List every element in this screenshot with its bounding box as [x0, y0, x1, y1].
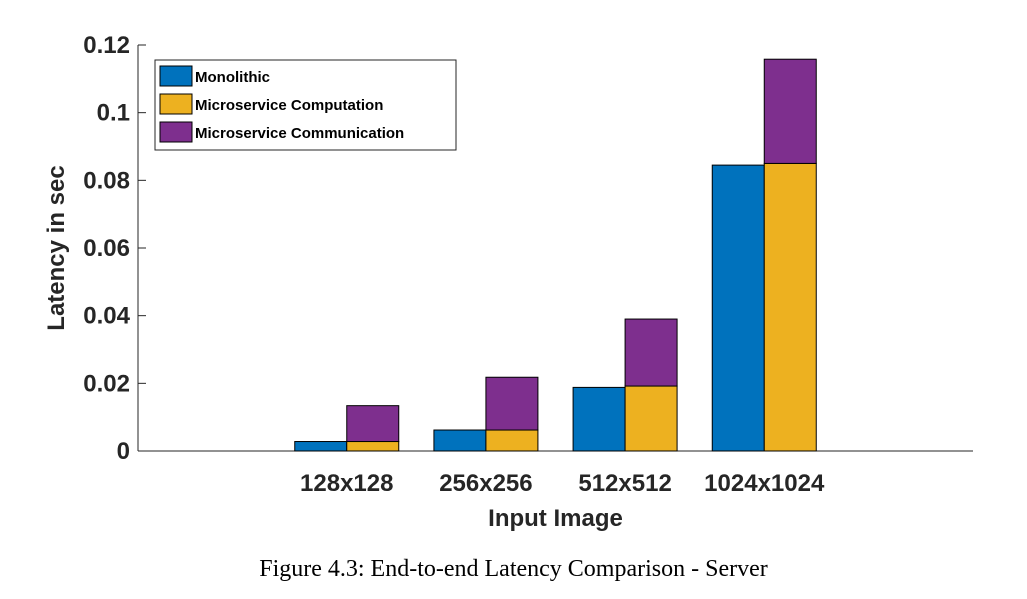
legend-label: Monolithic — [195, 69, 270, 86]
x-tick-label: 1024x1024 — [704, 470, 825, 497]
bar-microservice-communication — [485, 376, 539, 431]
legend-swatch — [159, 121, 193, 143]
bar-microservice-computation — [485, 429, 539, 452]
y-tick-label: 0.1 — [97, 100, 130, 127]
x-tick-label: 256x256 — [439, 470, 532, 497]
y-tick-label: 0 — [117, 438, 130, 465]
bar-monolithic — [294, 441, 348, 452]
bar-microservice-computation — [763, 162, 817, 452]
legend-label: Microservice Computation — [195, 97, 383, 114]
legend-label: Microservice Communication — [195, 125, 404, 142]
chart-svg: 0 0.02 0.04 0.06 0.08 0.1 0.12 128x128 256x256 51… — [43, 32, 973, 532]
y-tick-label: 0.12 — [83, 32, 130, 59]
bar-microservice-computation — [624, 385, 678, 452]
y-tick-label: 0.08 — [83, 167, 130, 194]
legend-swatch — [159, 65, 193, 87]
y-axis-title: Latency in sec — [43, 165, 70, 330]
bar-monolithic — [572, 386, 626, 452]
x-tick-label: 128x128 — [300, 470, 393, 497]
bar-monolithic — [433, 429, 487, 452]
x-tick-label: 512x512 — [578, 470, 671, 497]
y-tick-label: 0.02 — [83, 370, 130, 397]
x-axis-title: Input Image — [488, 505, 623, 532]
y-tick-label: 0.06 — [83, 235, 130, 262]
bar-monolithic — [711, 164, 765, 452]
bar-microservice-communication — [624, 318, 678, 387]
legend-box — [154, 59, 457, 151]
bar-microservice-computation — [346, 441, 400, 452]
legend-swatch — [159, 93, 193, 115]
bar-microservice-communication — [763, 58, 817, 164]
y-tick-label: 0.04 — [83, 303, 130, 330]
figure-caption: Figure 4.3: End-to-end Latency Compariso… — [259, 556, 768, 582]
bar-microservice-communication — [346, 405, 400, 443]
